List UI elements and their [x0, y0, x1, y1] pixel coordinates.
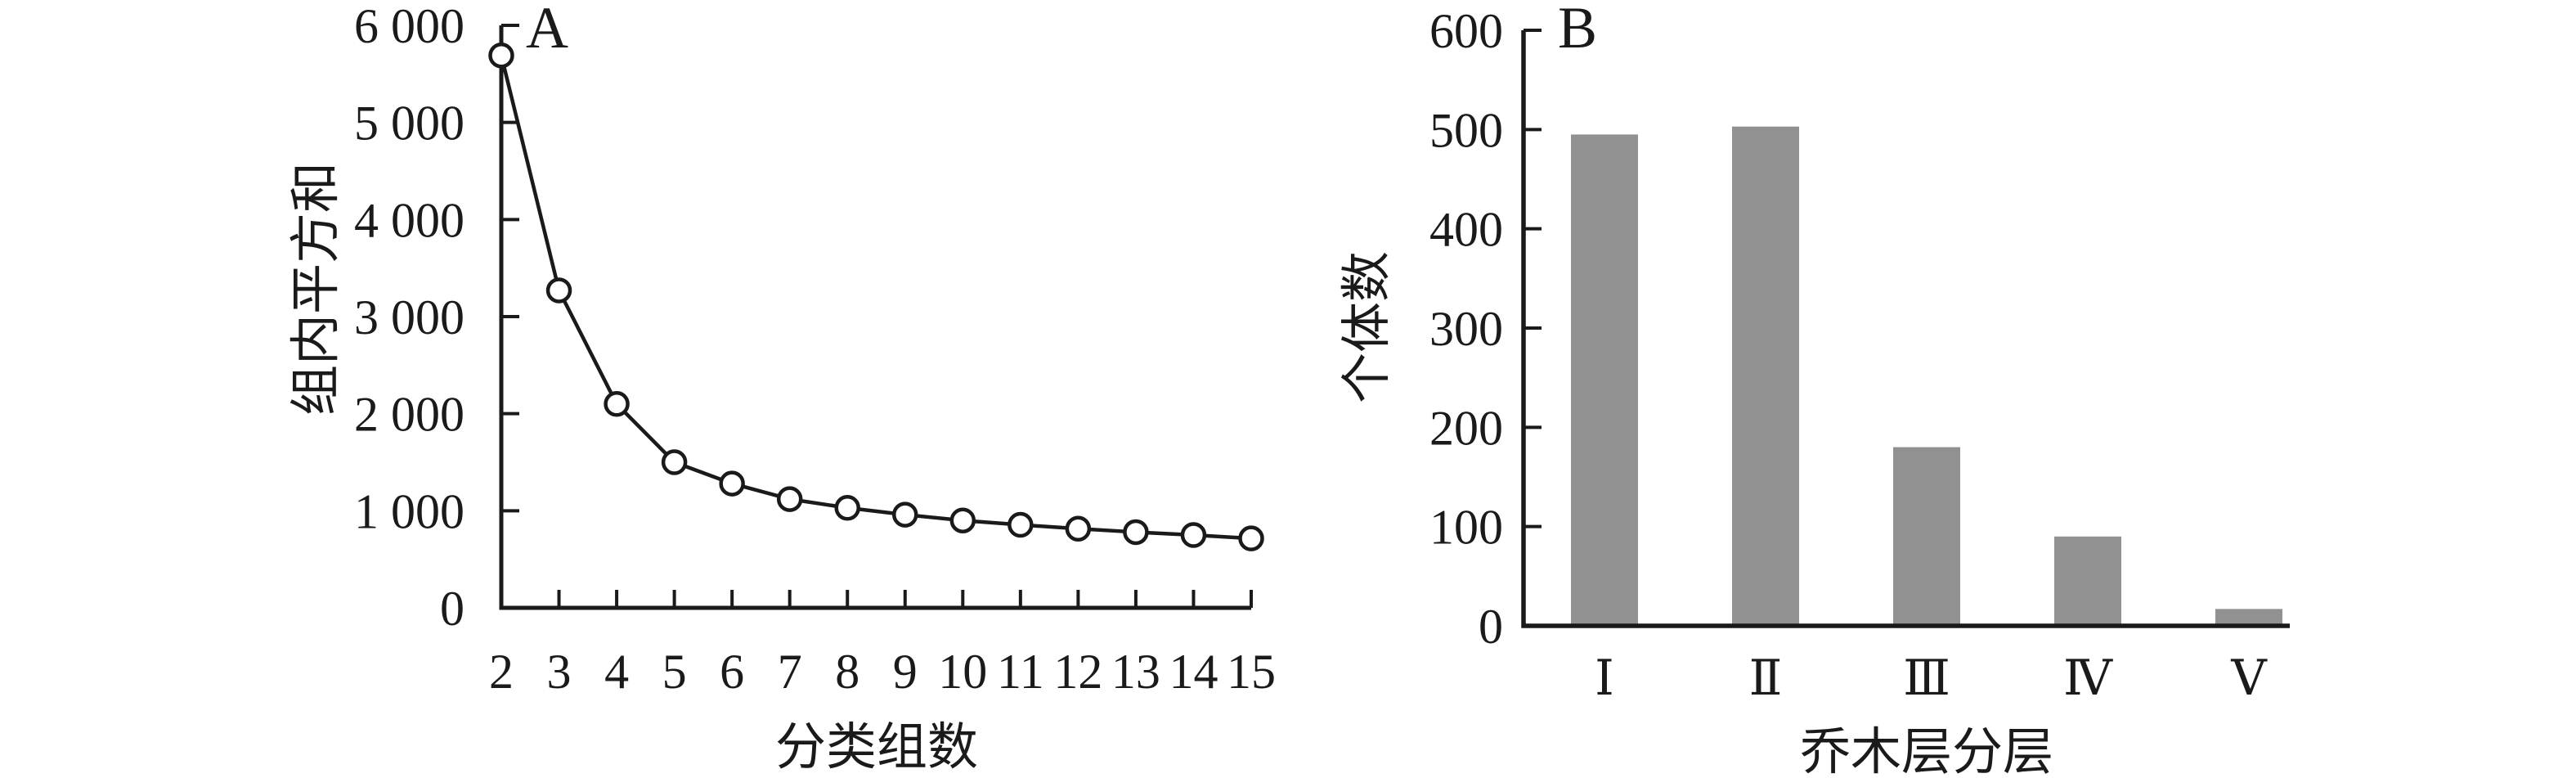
panel-a-data-point-marker [1180, 522, 1207, 548]
panel-b-y-tick-label: 600 [1429, 4, 1503, 58]
panel-a-x-tick-label: 2 [489, 645, 514, 699]
panel-a-x-tick-label: 14 [1169, 645, 1218, 699]
panel-b-x-axis-title: 乔木层分层 [1800, 725, 2053, 778]
panel-a-x-tick-label: 11 [997, 645, 1044, 699]
panel-a-data-point-marker [1008, 511, 1034, 538]
panel-a-data-point-marker [892, 501, 918, 528]
panel-b-axes-and-bars: 0 100 200 300 400 500 600 Ⅰ Ⅱ Ⅲ Ⅳ Ⅴ [1429, 4, 2290, 705]
panel-a-x-tick-label: 9 [893, 645, 918, 699]
panel-b-y-tick-label: 500 [1429, 103, 1503, 157]
panel-b-bar [1893, 447, 1960, 626]
panel-a-x-tick-label: 5 [662, 645, 687, 699]
panel-a-y-tick-label: 0 [440, 582, 464, 636]
panel-a-data-point-marker [1065, 515, 1092, 542]
panel-b-letter: B [1558, 0, 1597, 61]
panel-a-data-point-marker [1123, 519, 1149, 546]
panel-a-x-tick-label: 4 [604, 645, 629, 699]
panel-a-data-point-marker [488, 43, 514, 69]
panel-a-data-point-marker [1238, 525, 1264, 551]
panel-a-data-point-marker [545, 277, 572, 304]
panel-b-bar [2054, 536, 2121, 626]
panel-a-x-axis-title: 分类组数 [775, 720, 978, 776]
panel-a-x-tick-label: 15 [1227, 645, 1276, 699]
panel-a-data-point-marker [834, 495, 860, 521]
panel-a-x-tick-label: 3 [547, 645, 572, 699]
panel-a-y-axis-title: 组内平方和 [289, 162, 344, 416]
panel-a-letter: A [526, 0, 568, 61]
panel-b-bar-chart: 0 100 200 300 400 500 600 Ⅰ Ⅱ Ⅲ Ⅳ Ⅴ 个体数 乔木层分层 B [1340, 0, 2290, 778]
panel-b-bar [2215, 609, 2282, 626]
panel-a-data-point-marker [949, 507, 976, 533]
panel-b-category-label: Ⅳ [2063, 651, 2113, 705]
panel-a-data-point-marker [661, 449, 688, 475]
panel-a-y-tick-label: 4 000 [354, 193, 464, 247]
panel-a-y-tick-label: 2 000 [354, 388, 464, 442]
panel-a-y-tick-label: 5 000 [354, 97, 464, 151]
panel-b-category-label: Ⅴ [2230, 651, 2268, 705]
panel-b-y-tick-label: 200 [1429, 401, 1503, 455]
panel-b-category-label: Ⅲ [1903, 651, 1950, 705]
panel-b-bar [1732, 126, 1799, 626]
panel-a-x-tick-label: 12 [1053, 645, 1102, 699]
panel-a-y-tick-label: 6 000 [354, 0, 464, 53]
panel-a-x-tick-label: 13 [1111, 645, 1160, 699]
panel-a-data-point-marker [604, 391, 630, 417]
panel-b-category-label: Ⅱ [1749, 651, 1783, 705]
panel-b-y-tick-label: 100 [1429, 501, 1503, 555]
panel-b-bar [1571, 134, 1638, 626]
panel-a-x-tick-label: 10 [938, 645, 987, 699]
panel-b-y-tick-label: 400 [1429, 203, 1503, 257]
panel-b-y-tick-label: 0 [1479, 600, 1503, 654]
panel-a-data-point-marker [719, 470, 745, 497]
panel-a-y-tick-label: 1 000 [354, 484, 464, 538]
panel-b-category-label: Ⅰ [1595, 651, 1614, 705]
panel-b-y-axis-title: 个体数 [1340, 251, 1395, 403]
panel-a-x-tick-label: 8 [835, 645, 859, 699]
panel-a-data-point-marker [776, 486, 803, 512]
panel-a-x-tick-label: 6 [720, 645, 744, 699]
panel-a-x-tick-label: 7 [778, 645, 802, 699]
panel-a-data-line [499, 55, 1252, 541]
panel-b-y-tick-label: 300 [1429, 302, 1503, 356]
panel-a-y-tick-label: 3 000 [354, 290, 464, 344]
